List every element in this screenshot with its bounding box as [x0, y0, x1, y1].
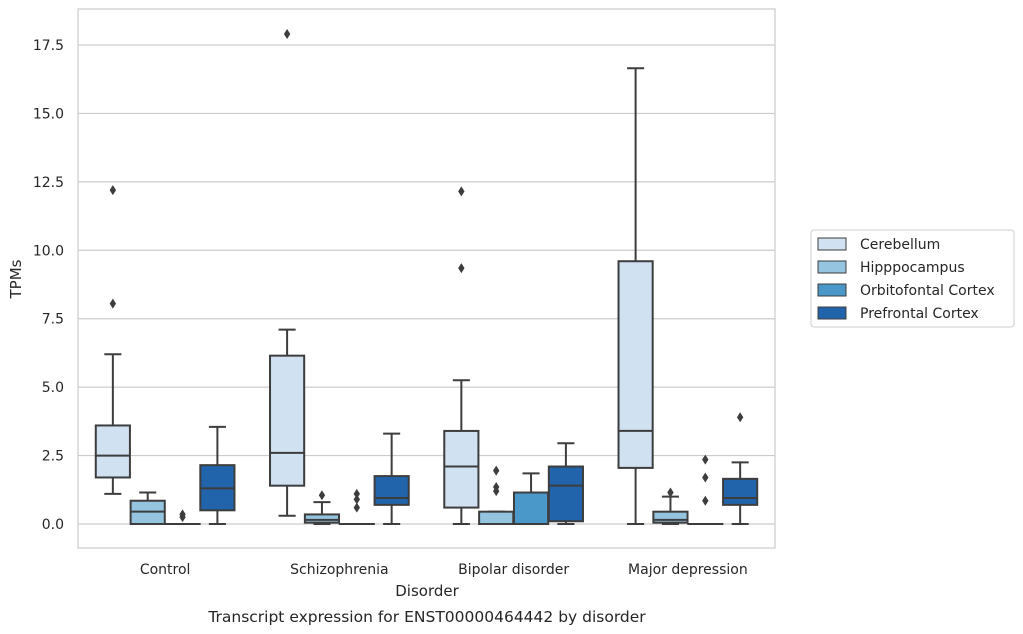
box-iqr — [722, 477, 759, 506]
x-tick-labels: Control Schizophrenia Bipolar disorder Majo… — [140, 562, 748, 578]
x-tick-label: Bipolar disorder — [458, 562, 569, 578]
outlier-point — [109, 298, 117, 309]
box-schizophrenia-4 — [373, 432, 410, 525]
box-iqr — [94, 424, 131, 479]
y-tick-label: 10.0 — [33, 243, 64, 259]
box-groups — [94, 29, 759, 526]
y-axis-title: TPMs — [7, 259, 25, 299]
y-tick-label: 15.0 — [33, 106, 64, 122]
outlier-point — [353, 488, 360, 499]
y-tick-label: 0.0 — [42, 517, 64, 533]
legend: Cerebellum Hipppocampus Orbitofontal Corte… — [810, 229, 1015, 328]
outlier-point — [493, 465, 500, 476]
legend-swatch — [817, 306, 847, 320]
box-iqr — [478, 510, 515, 526]
x-tick-label: Major depression — [628, 562, 748, 578]
grid-lines — [78, 44, 775, 525]
box-schizophrenia-1 — [269, 29, 306, 517]
box-iqr — [269, 354, 306, 487]
box-control-2 — [129, 491, 166, 525]
box-schizophrenia-2 — [303, 490, 341, 525]
box-control-4 — [199, 425, 236, 525]
x-tick-label: Schizophrenia — [290, 562, 388, 578]
box-control-1 — [94, 185, 131, 495]
x-axis-title: Disorder — [395, 582, 459, 600]
y-tick-label: 2.5 — [42, 449, 64, 465]
box-major-depression-1 — [617, 67, 654, 525]
box-schizophrenia-3 — [338, 488, 375, 526]
outlier-point — [353, 502, 360, 513]
outlier-point — [353, 494, 360, 505]
legend-frame — [810, 229, 1015, 328]
box-iqr — [547, 465, 584, 523]
outlier-point — [458, 186, 465, 197]
legend-label: Prefrontal Cortex — [860, 306, 979, 322]
box-bipolar-disorder-2 — [478, 465, 515, 526]
box-major-depression-4 — [722, 412, 759, 525]
outlier-point — [179, 509, 186, 520]
y-tick-label: 17.5 — [33, 38, 64, 54]
box-major-depression-3 — [687, 454, 724, 526]
outlier-point — [318, 490, 326, 501]
x-tick-label: Control — [140, 562, 191, 578]
outlier-point — [458, 263, 465, 274]
legend-label: Cerebellum — [860, 237, 940, 253]
y-tick-labels: 0.0 2.5 5.0 7.5 10.0 12.5 15.0 17.5 — [33, 38, 64, 533]
outlier-point — [667, 487, 674, 498]
box-bipolar-disorder-3 — [512, 472, 550, 525]
box-iqr — [652, 510, 689, 524]
legend-label: Orbitofontal Cortex — [860, 283, 995, 299]
box-iqr — [443, 429, 480, 509]
chart-caption: Transcript expression for ENST0000046444… — [207, 608, 646, 626]
outlier-point — [109, 185, 117, 196]
legend-swatch — [817, 260, 847, 274]
box-iqr — [373, 475, 410, 506]
y-tick-label: 5.0 — [42, 380, 64, 396]
box-bipolar-disorder-1 — [443, 186, 480, 525]
box-iqr — [303, 513, 341, 524]
box-bipolar-disorder-4 — [547, 442, 584, 525]
outlier-point — [702, 454, 709, 465]
outlier-point — [702, 472, 709, 483]
box-iqr — [617, 260, 654, 469]
box-control-3 — [164, 509, 201, 526]
plot-frame — [77, 8, 776, 549]
box-major-depression-2 — [652, 487, 689, 525]
outlier-point — [702, 495, 709, 506]
legend-swatch — [817, 237, 847, 251]
y-tick-label: 12.5 — [33, 175, 64, 191]
legend-swatch — [817, 283, 847, 297]
outlier-point — [736, 412, 744, 423]
outlier-point — [283, 29, 291, 40]
box-iqr — [512, 491, 550, 525]
legend-label: Hipppocampus — [860, 260, 965, 276]
y-tick-label: 7.5 — [42, 312, 64, 328]
outlier-point — [493, 482, 500, 493]
